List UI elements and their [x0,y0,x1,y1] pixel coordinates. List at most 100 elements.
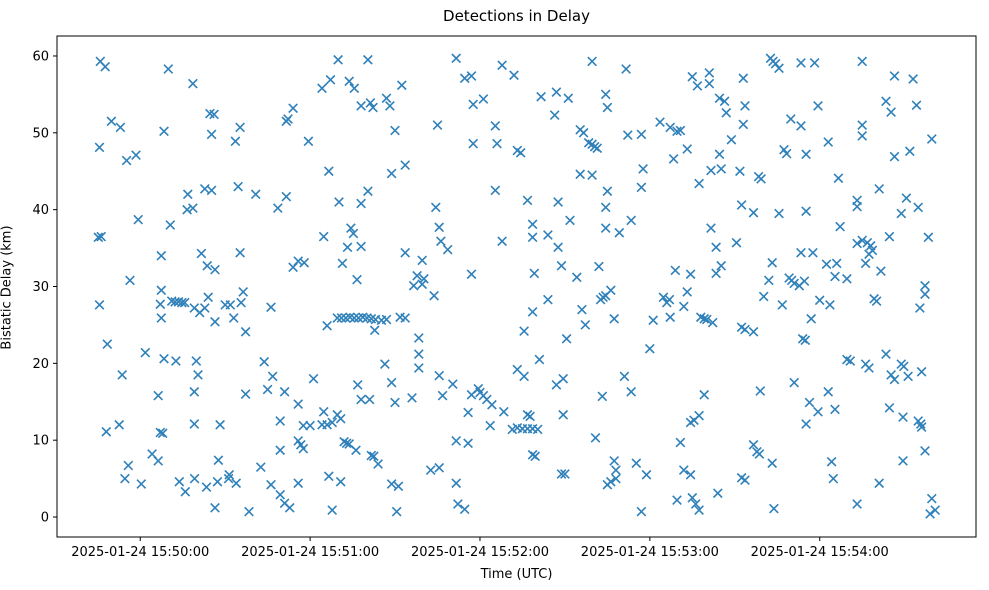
data-point-marker [231,478,242,489]
data-point-marker [704,68,715,78]
data-point-marker [740,475,750,485]
data-point-marker [668,154,679,164]
data-point-marker [356,198,366,209]
data-point-marker [678,301,689,312]
data-point-marker [852,238,862,249]
data-point-marker [363,54,373,65]
data-point-marker [712,488,723,499]
data-point-marker [459,73,470,84]
data-point-marker [534,354,545,365]
data-point-marker [275,416,286,426]
data-point-marker [238,287,249,297]
data-point-marker [714,93,725,104]
data-point-marker [781,148,792,159]
data-point-marker [801,206,811,217]
data-point-marker [368,451,379,462]
data-point-marker [740,101,750,111]
data-point-marker [930,505,941,515]
data-point-marker [165,220,176,230]
data-point-marker [509,70,519,81]
data-point-marker [871,296,882,306]
data-point-marker [774,208,784,219]
data-point-marker [664,294,675,305]
data-point-marker [857,120,868,130]
data-point-marker [386,168,397,179]
data-point-marker [556,260,567,271]
data-point-marker [275,489,286,500]
data-point-marker [881,349,891,359]
data-point-marker [210,502,220,513]
data-point-marker [356,241,366,252]
x-tick-label: 2025-01-24 15:51:00 [241,545,379,560]
data-point-marker [594,261,604,272]
data-point-marker [250,189,261,200]
data-point-marker [400,247,411,258]
data-point-marker [600,202,611,213]
data-point-marker [796,247,806,258]
data-point-marker [714,149,725,160]
data-point-marker [188,203,198,213]
data-point-marker [196,248,207,259]
data-point-marker [896,208,907,219]
data-point-marker [323,166,334,177]
data-point-marker [665,312,676,323]
data-point-marker [556,469,567,479]
data-point-marker [425,465,436,475]
data-point-marker [352,380,363,390]
data-point-marker [390,125,400,136]
data-point-marker [602,186,613,197]
data-point-marker [755,386,766,396]
data-point-marker [327,417,338,428]
data-point-marker [210,264,220,275]
data-point-marker [346,223,356,233]
data-point-marker [451,478,462,489]
data-point-marker [658,292,669,303]
data-point-marker [665,122,676,133]
data-point-marker [716,260,727,271]
data-point-marker [578,127,589,138]
data-point-marker [156,313,167,323]
x-tick-label: 2025-01-24 15:50:00 [71,545,209,560]
data-point-marker [860,258,871,269]
data-point-marker [487,399,497,410]
data-point-marker [889,151,900,162]
data-point-marker [549,110,560,120]
data-point-marker [926,493,937,504]
detections-series [93,53,941,519]
data-point-marker [434,370,445,381]
data-point-marker [341,438,352,449]
data-point-marker [825,300,835,310]
data-point-marker [206,129,217,140]
data-point-marker [364,394,375,405]
data-point-marker [682,144,693,154]
data-point-marker [682,287,693,297]
data-point-marker [636,182,647,193]
data-point-marker [884,403,895,413]
data-point-marker [442,244,453,255]
data-point-marker [325,74,336,85]
data-point-marker [852,499,862,509]
data-point-marker [901,193,912,203]
data-point-marker [120,473,130,484]
data-point-marker [305,420,315,431]
data-point-marker [675,125,686,136]
data-point-marker [240,389,251,399]
data-point-marker [189,419,200,429]
data-point-marker [327,505,338,515]
data-point-marker [136,479,147,489]
y-tick-label: 60 [32,49,49,64]
data-point-marker [577,304,587,315]
data-point-marker [597,391,608,402]
data-point-marker [898,456,908,466]
data-point-marker [182,189,193,200]
data-point-marker [648,315,659,326]
data-point-marker [366,450,377,461]
data-point-marker [240,326,251,337]
data-point-marker [842,273,852,284]
data-point-marker [157,428,168,439]
data-point-marker [857,56,868,67]
data-point-marker [799,276,810,286]
data-point-marker [864,363,874,373]
data-point-marker [699,313,710,324]
